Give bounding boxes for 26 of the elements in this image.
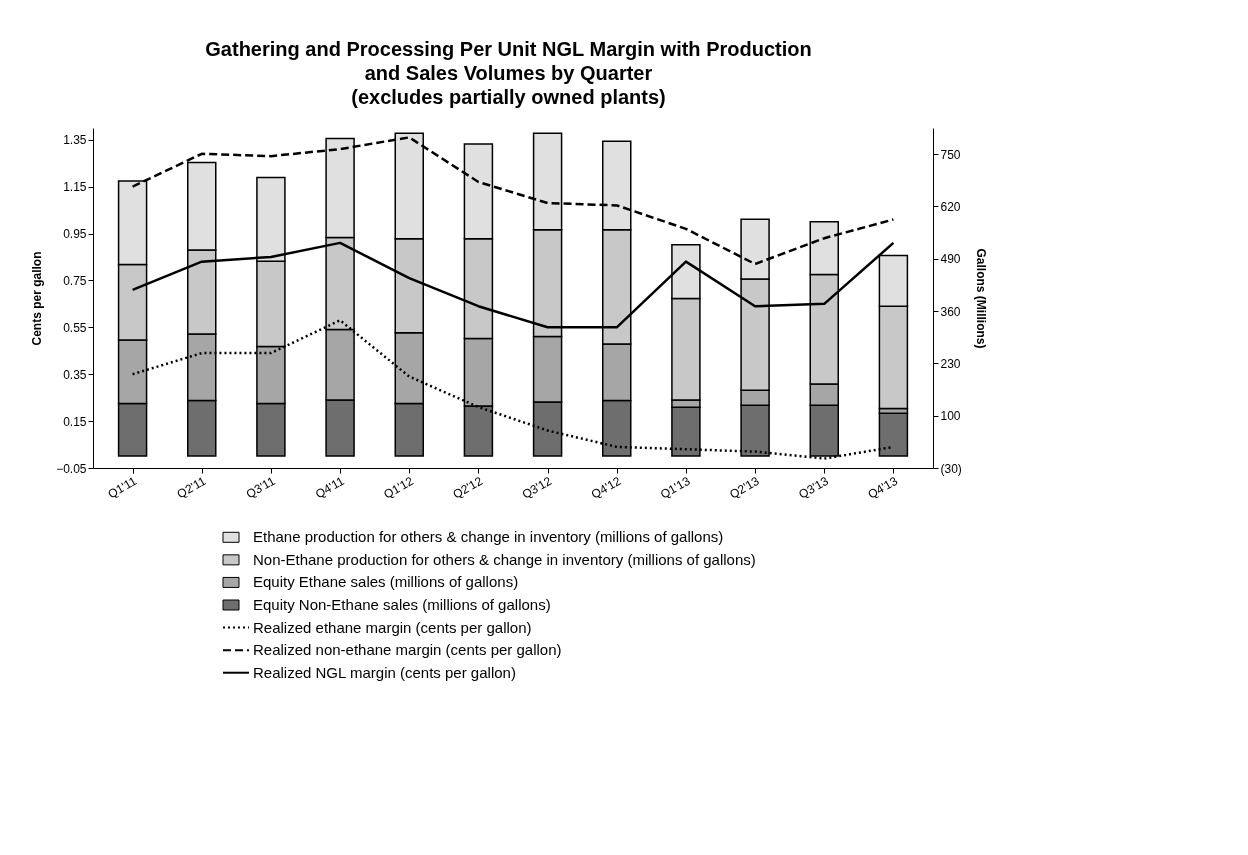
y2-axis-title: Gallons (Millions) — [973, 248, 988, 349]
y2-tick-label: 750 — [940, 147, 961, 162]
legend-label: Realized NGL margin (cents per gallon) — [253, 663, 516, 681]
y-tick-label: 0.55 — [63, 320, 87, 335]
y2-tick-label: 230 — [940, 356, 961, 371]
legend-label: Non-Ethane production for others & change in inventory (millions of gallons) — [253, 550, 756, 568]
y-tick-label: 0.75 — [63, 273, 87, 288]
y-tick-label: 1.15 — [63, 180, 87, 195]
y-tick-label: 0.35 — [63, 367, 87, 382]
y2-tick-label: 100 — [940, 409, 961, 424]
y2-tick-label: (30) — [940, 461, 962, 476]
x-tick-label: Q1'11 — [105, 473, 140, 502]
legend-label: Equity Ethane sales (millions of gallons) — [253, 573, 519, 591]
y2-tick-label: 620 — [940, 199, 961, 214]
y-tick-label: 0.95 — [63, 227, 87, 242]
chart-title: Gathering and Processing Per Unit NGL Margin with Production and Sales Volumes by Quarter (excludes partially owned plants) — [205, 38, 812, 108]
y-tick-label: −0.05 — [56, 461, 87, 476]
y-tick-label: 0.15 — [63, 414, 87, 429]
y2-tick-label: 490 — [940, 252, 961, 267]
legend-label: Ethane production for others & change in inventory (millions of gallons) — [253, 528, 724, 546]
y-tick-label: 1.35 — [63, 133, 87, 148]
y2-tick-label: 360 — [940, 304, 961, 319]
y-axis-title: Cents per gallon — [30, 251, 45, 346]
legend-label: Realized ethane margin (cents per gallon) — [253, 618, 532, 636]
legend-label: Equity Non-Ethane sales (millions of gallons) — [253, 596, 551, 613]
legend-label: Realized non-ethane margin (cents per gallon) — [253, 641, 562, 659]
